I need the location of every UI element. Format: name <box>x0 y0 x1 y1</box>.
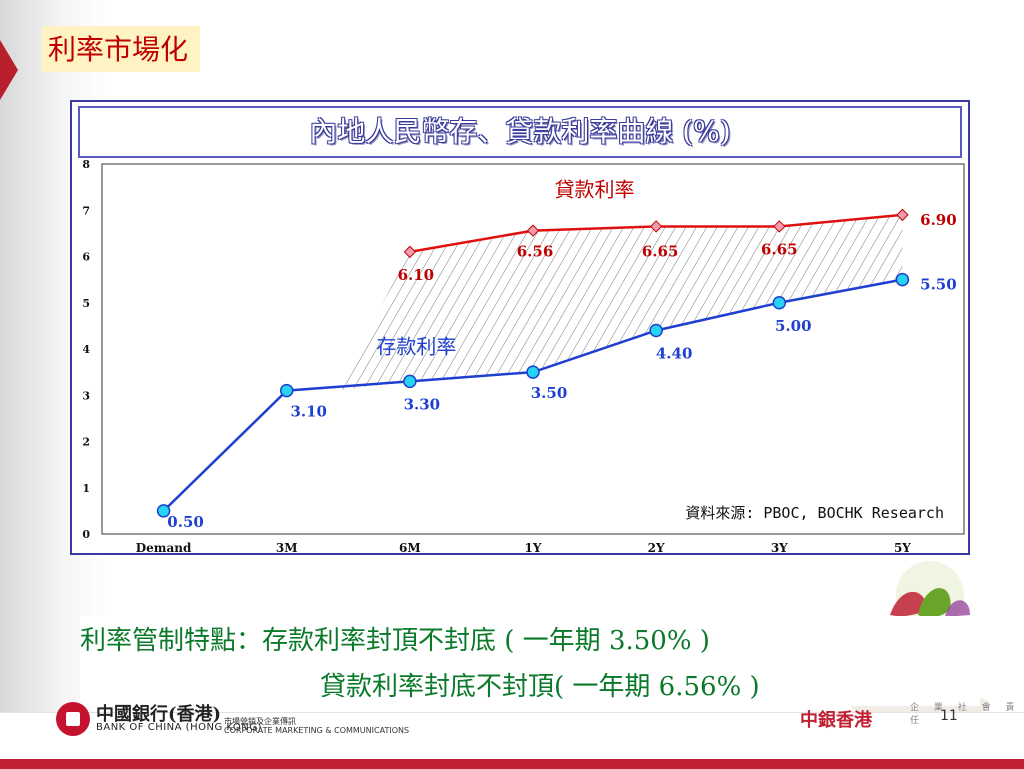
chart-frame: 內地人民幣存、貸款利率曲線 (%) 0 1 2 3 4 5 6 7 8 Demand 3M 6M 1Y… <box>70 100 970 555</box>
x-tick-label: 3M <box>276 541 298 553</box>
y-tick-label: 2 <box>82 436 90 449</box>
y-axis-ticks: 0 1 2 3 4 5 6 7 8 <box>82 158 90 541</box>
department-en: CORPORATE MARKETING & COMMUNICATIONS <box>224 726 410 735</box>
slide-title: 利率市場化 <box>42 26 201 72</box>
deposit-point <box>895 272 910 287</box>
x-axis-ticks: Demand 3M 6M 1Y 2Y 3Y 5Y <box>136 541 912 553</box>
slide-footer <box>0 712 1024 769</box>
deposit-series-name: 存款利率 <box>376 335 456 359</box>
y-tick-label: 7 <box>82 204 90 217</box>
notes-panel <box>80 616 980 706</box>
deposit-point <box>403 374 417 389</box>
rate-curve-chart: 0 1 2 3 4 5 6 7 8 Demand 3M 6M 1Y 2Y 3Y 5Y 0.50 3.10 3.3… <box>82 158 965 553</box>
deposit-data-label: 5.00 <box>775 317 812 335</box>
loan-point <box>896 208 909 222</box>
department-cn: 市場營銷及企業傳訊 <box>224 717 296 726</box>
plot-area <box>101 163 965 535</box>
boc-logo-icon <box>56 702 90 736</box>
deposit-point <box>156 504 171 518</box>
y-tick-label: 6 <box>82 251 90 264</box>
left-arrow-marker <box>0 40 18 100</box>
loan-point <box>773 220 786 233</box>
deposit-point <box>649 323 663 338</box>
series-markers <box>156 208 910 518</box>
x-tick-label: 3Y <box>771 541 788 553</box>
loan-point <box>526 224 540 237</box>
data-labels: 0.50 3.10 3.30 3.50 4.40 5.00 5.50 6.10 6.56 6.65… <box>167 211 956 531</box>
boc-name-cn: 中國銀行(香港) <box>96 704 222 725</box>
deposit-data-label: 3.30 <box>404 395 441 413</box>
x-tick-label: 5Y <box>894 541 911 553</box>
y-tick-label: 0 <box>82 528 90 541</box>
chart-title: 內地人民幣存、貸款利率曲線 (%) <box>78 106 962 158</box>
deposit-data-label: 0.50 <box>167 513 204 531</box>
x-tick-label: Demand <box>136 541 192 553</box>
deposit-data-label: 5.50 <box>920 276 957 294</box>
y-tick-label: 4 <box>82 343 90 356</box>
footer-red-band <box>0 759 1024 769</box>
deposit-data-label: 3.50 <box>531 384 568 402</box>
bochk-brand: 中銀香港 <box>800 710 872 731</box>
loan-point <box>403 245 417 259</box>
note-loan-rule: 貸款利率封底不封頂( 一年期 6.56% ) <box>320 672 760 702</box>
x-tick-label: 6M <box>399 541 421 553</box>
deposit-point <box>772 296 787 310</box>
deposit-point <box>526 365 540 379</box>
loan-data-label: 6.65 <box>761 240 798 258</box>
csr-label: 企 業 社 會 責 任 <box>910 703 1021 726</box>
deposit-data-label: 3.10 <box>290 403 327 421</box>
deposit-point <box>279 383 294 398</box>
y-tick-label: 1 <box>82 482 90 495</box>
boc-name-en: BANK OF CHINA (HONG KONG) <box>96 722 262 733</box>
loan-series-name: 貸款利率 <box>555 177 635 201</box>
page-number: 11 <box>940 708 958 724</box>
x-tick-label: 2Y <box>648 541 665 553</box>
y-tick-label: 3 <box>82 389 90 402</box>
y-tick-label: 8 <box>82 158 90 171</box>
rate-spread-shaded-area <box>335 214 903 391</box>
note-deposit-rule: 利率管制特點：存款利率封頂不封底 ( 一年期 3.50% ) <box>80 626 710 656</box>
deposit-data-label: 4.40 <box>656 345 693 363</box>
loan-point <box>649 220 663 233</box>
x-tick-label: 1Y <box>525 541 542 553</box>
source-annotation: 資料來源: PBOC, BOCHK Research <box>685 504 944 522</box>
y-tick-label: 5 <box>82 297 90 310</box>
loan-data-label: 6.10 <box>398 266 435 284</box>
loan-data-label: 6.65 <box>642 242 679 260</box>
loan-data-label: 6.56 <box>517 243 554 261</box>
loan-data-label: 6.90 <box>920 211 957 229</box>
